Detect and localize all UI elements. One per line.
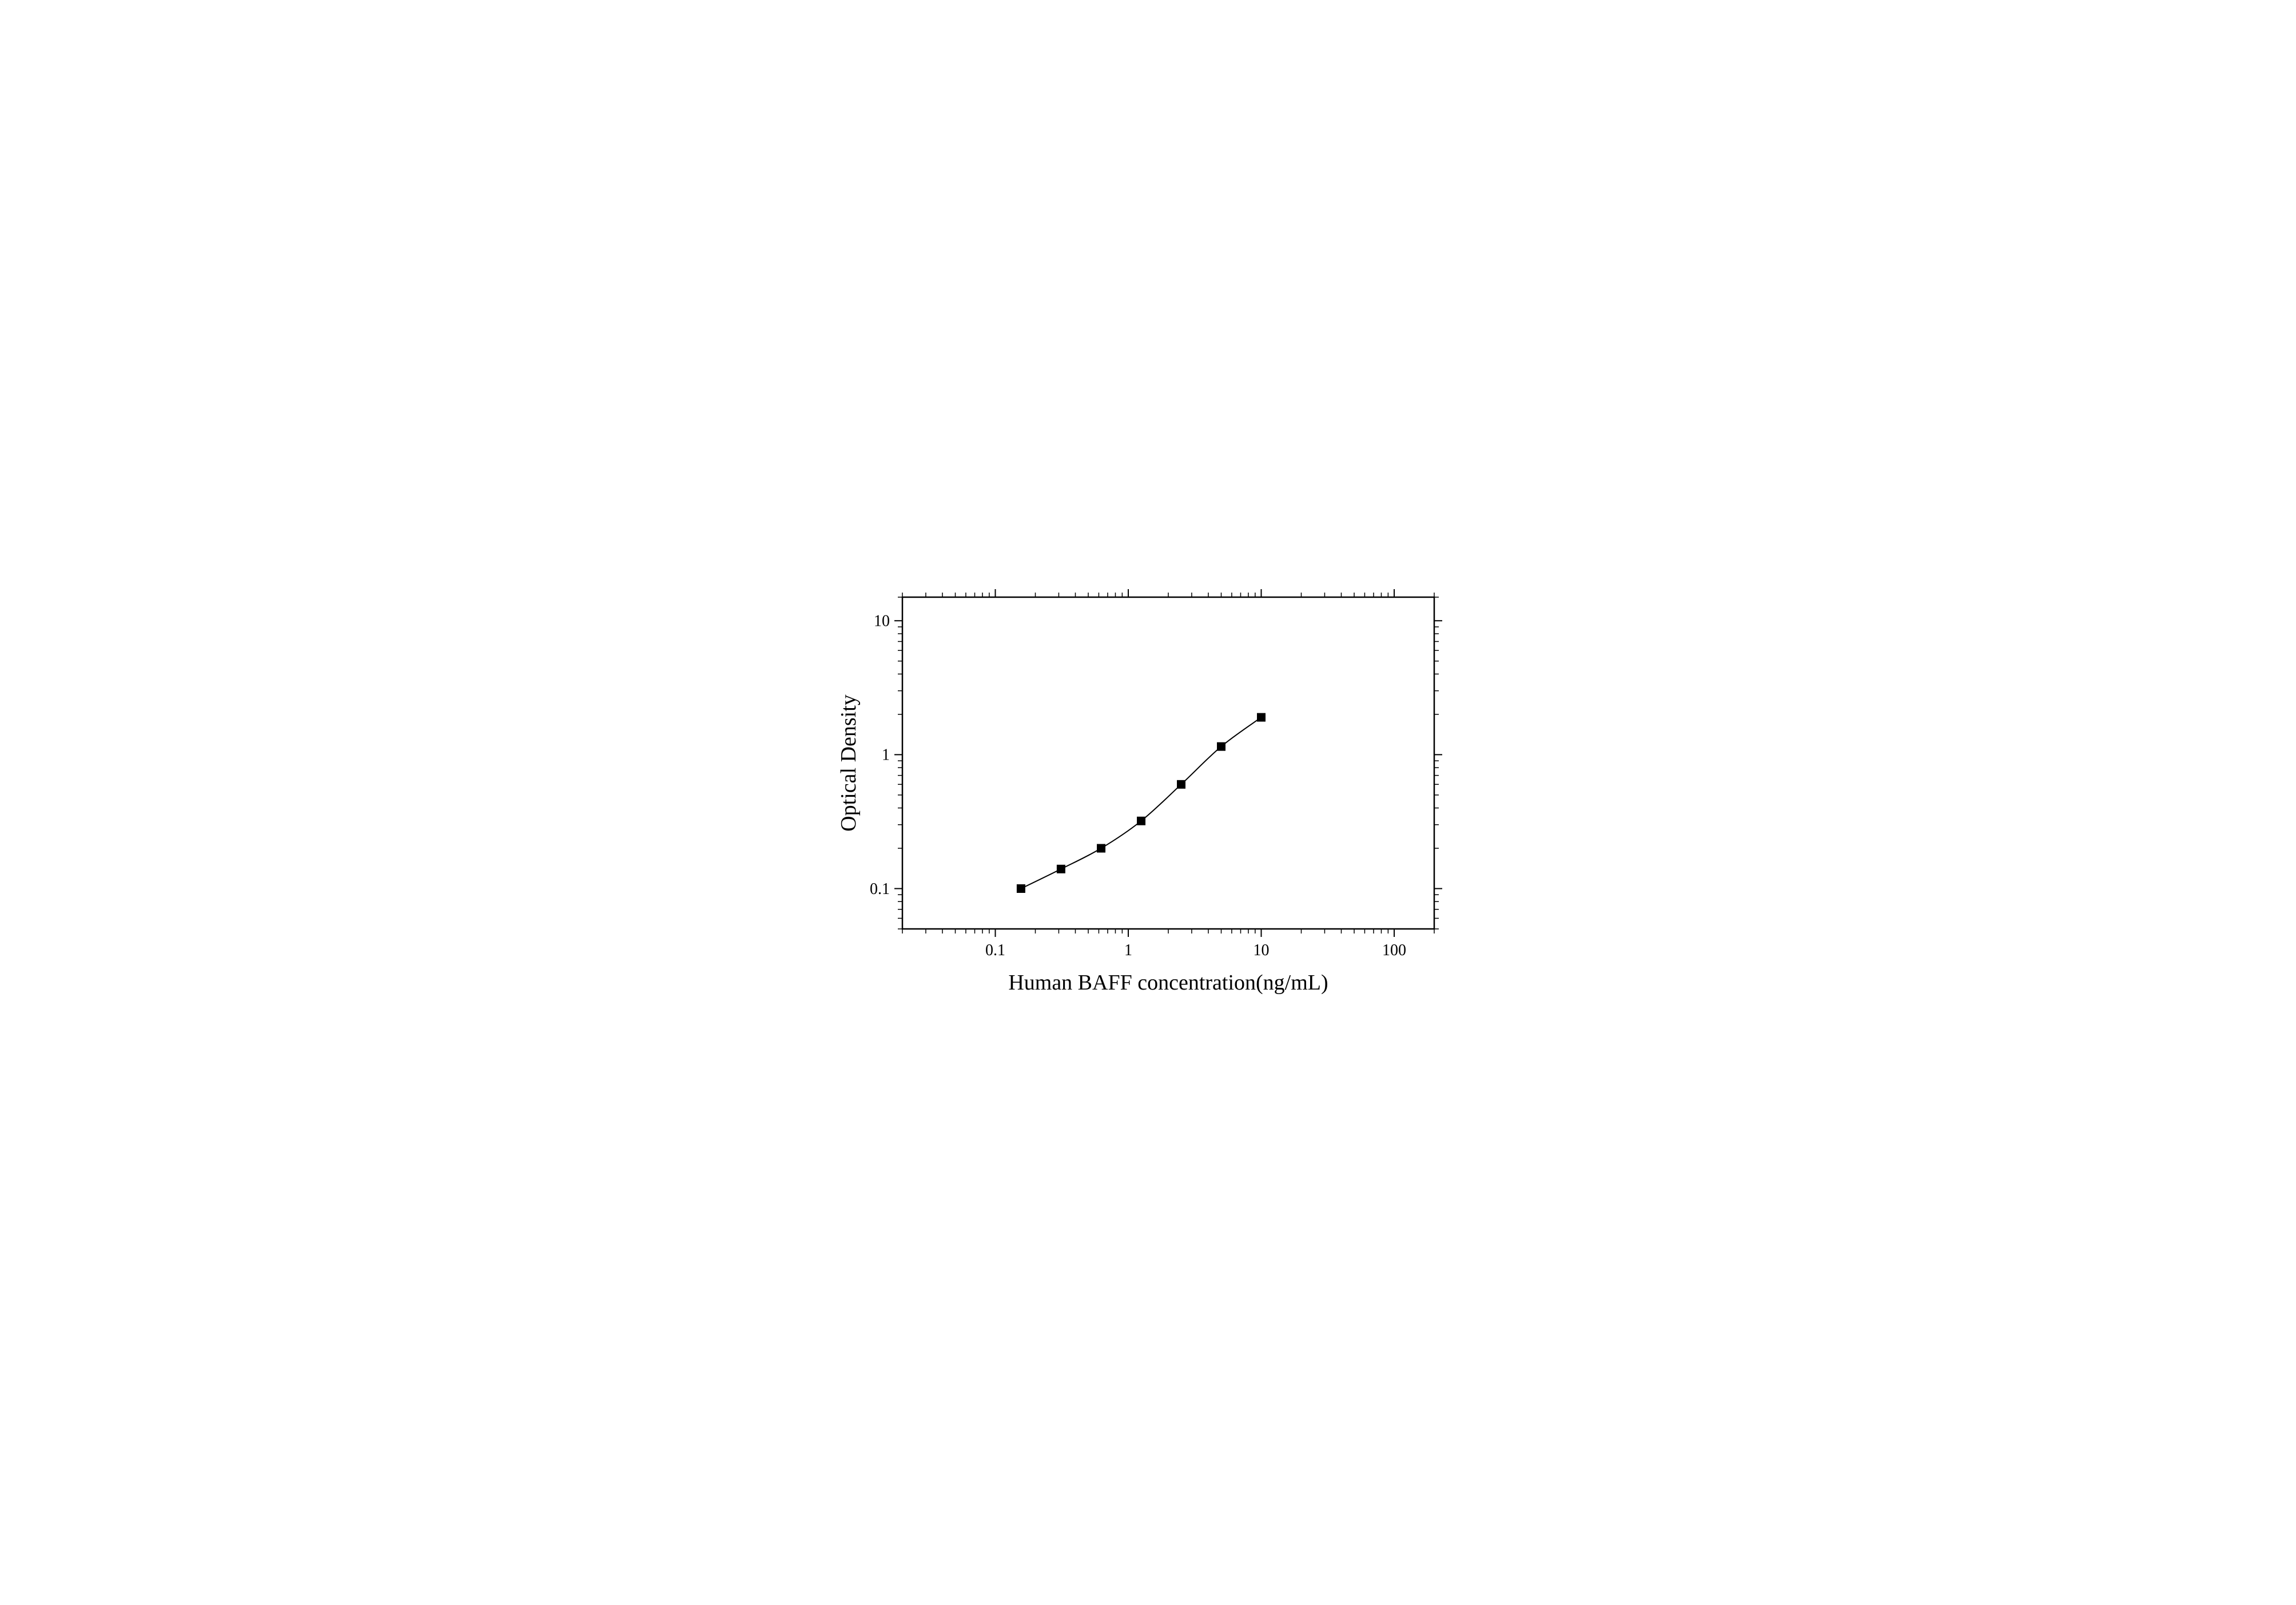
data-marker [1057,865,1065,873]
y-tick-label: 10 [874,613,890,630]
data-marker [1217,742,1225,750]
x-tick-label: 100 [1382,941,1406,959]
data-marker [1177,780,1185,788]
chart-svg: 0.1 1 10 100 0.1 1 10 Human BAFF concentration(… [805,563,1491,1042]
data-marker [1137,817,1145,825]
x-tick-label: 1 [1124,941,1132,959]
data-marker [1257,713,1265,721]
y-axis-label: Optical Density [837,694,861,832]
data-marker [1017,885,1025,893]
y-tick-label: 0.1 [870,880,890,898]
x-axis-label: Human BAFF concentration(ng/mL) [1008,971,1328,995]
plot-frame [902,597,1434,929]
data-marker [1097,844,1105,852]
chart-container: 0.1 1 10 100 0.1 1 10 Human BAFF concentration(… [805,563,1491,1042]
x-tick-label: 0.1 [985,941,1005,959]
y-tick-label: 1 [882,746,890,764]
x-tick-label: 10 [1253,941,1269,959]
